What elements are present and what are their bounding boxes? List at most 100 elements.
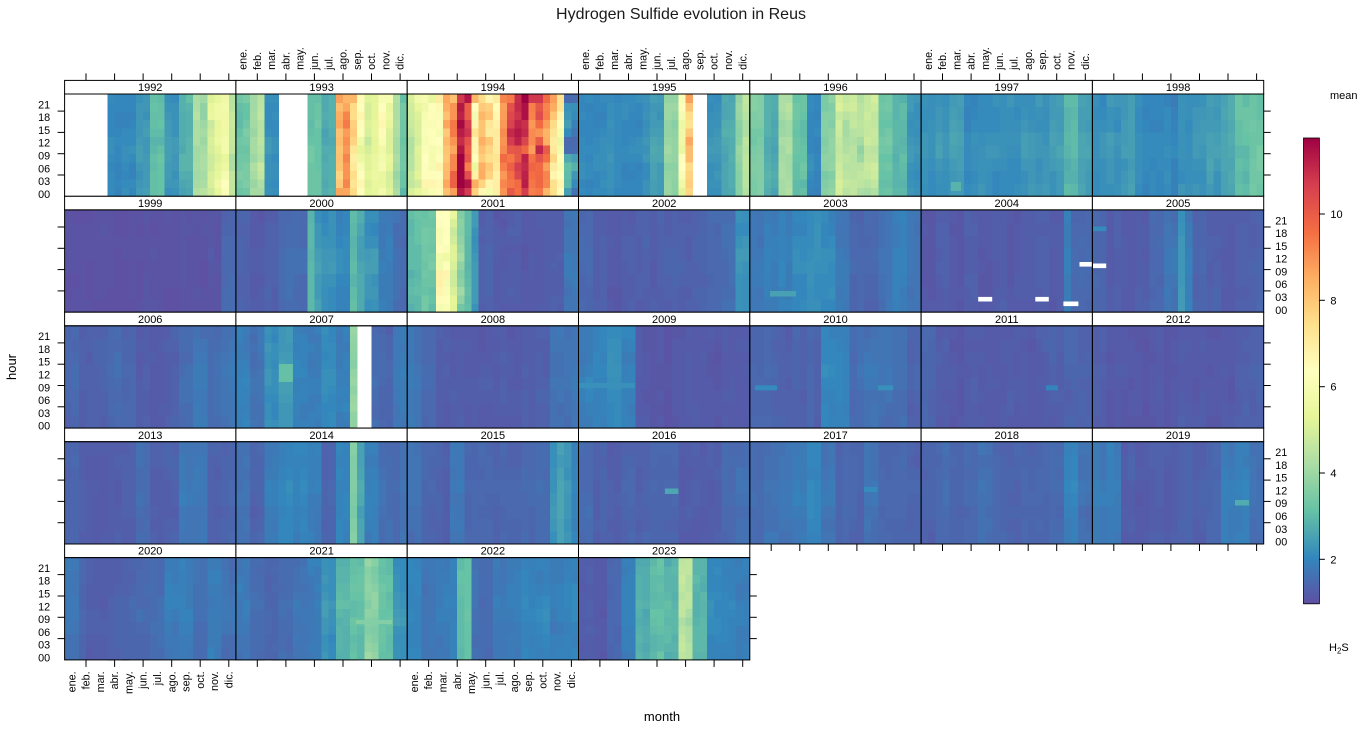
svg-text:ene.: ene.	[238, 49, 250, 70]
svg-text:ago.: ago.	[680, 49, 692, 70]
svg-text:2021: 2021	[309, 546, 333, 558]
svg-text:2013: 2013	[138, 430, 162, 442]
svg-text:abr.: abr.	[109, 671, 121, 689]
svg-text:jun.: jun.	[480, 671, 492, 689]
svg-text:oct.: oct.	[537, 671, 549, 688]
svg-text:oct.: oct.	[195, 671, 207, 688]
svg-text:21: 21	[1275, 447, 1287, 459]
svg-text:21: 21	[1275, 215, 1287, 227]
svg-text:nov.: nov.	[380, 50, 392, 70]
svg-text:2006: 2006	[138, 314, 162, 326]
svg-text:mar.: mar.	[266, 49, 278, 70]
svg-text:03: 03	[38, 176, 50, 188]
svg-text:2008: 2008	[481, 314, 505, 326]
svg-text:oct.: oct.	[709, 52, 721, 69]
svg-text:feb.: feb.	[423, 671, 435, 689]
svg-text:18: 18	[1275, 228, 1287, 240]
svg-text:2: 2	[1330, 554, 1336, 566]
svg-text:jul.: jul.	[1009, 56, 1021, 71]
svg-text:09: 09	[38, 151, 50, 163]
svg-text:00: 00	[1275, 537, 1287, 549]
svg-text:2016: 2016	[652, 430, 676, 442]
svg-text:ago.: ago.	[166, 671, 178, 692]
svg-text:09: 09	[38, 614, 50, 626]
svg-text:00: 00	[38, 189, 50, 201]
svg-text:09: 09	[1275, 498, 1287, 510]
svg-text:06: 06	[1275, 511, 1287, 523]
svg-text:2004: 2004	[995, 198, 1019, 210]
svg-text:jul.: jul.	[152, 671, 164, 686]
svg-text:jul.: jul.	[666, 56, 678, 71]
svg-text:abr.: abr.	[281, 52, 293, 70]
svg-text:21: 21	[38, 331, 50, 343]
svg-text:Hydrogen Sulfide evolution in: Hydrogen Sulfide evolution in Reus	[556, 6, 806, 23]
svg-text:00: 00	[1275, 305, 1287, 317]
svg-text:H2S: H2S	[1329, 642, 1349, 656]
svg-text:feb.: feb.	[252, 52, 264, 70]
svg-text:2007: 2007	[309, 314, 333, 326]
svg-text:mar.: mar.	[95, 671, 107, 692]
svg-text:ago.: ago.	[1023, 49, 1035, 70]
svg-text:18: 18	[1275, 460, 1287, 472]
svg-text:21: 21	[38, 563, 50, 575]
svg-text:mar.: mar.	[609, 49, 621, 70]
svg-text:06: 06	[1275, 279, 1287, 291]
svg-text:12: 12	[1275, 485, 1287, 497]
svg-text:15: 15	[38, 589, 50, 601]
svg-text:03: 03	[38, 408, 50, 420]
svg-text:1999: 1999	[138, 198, 162, 210]
svg-text:1994: 1994	[481, 82, 505, 94]
svg-text:hour: hour	[4, 353, 19, 380]
svg-text:nov.: nov.	[552, 671, 564, 691]
svg-text:00: 00	[38, 653, 50, 665]
svg-text:2017: 2017	[823, 430, 847, 442]
svg-text:03: 03	[38, 640, 50, 652]
svg-text:dic.: dic.	[566, 671, 578, 688]
svg-text:jun.: jun.	[138, 671, 150, 689]
svg-text:ene.: ene.	[923, 49, 935, 70]
svg-text:06: 06	[38, 163, 50, 175]
svg-text:1992: 1992	[138, 82, 162, 94]
svg-text:12: 12	[38, 601, 50, 613]
svg-text:may.: may.	[637, 47, 649, 70]
svg-text:2005: 2005	[1166, 198, 1190, 210]
svg-text:feb.: feb.	[937, 52, 949, 70]
svg-text:mean: mean	[1330, 90, 1358, 102]
svg-text:may.: may.	[123, 671, 135, 694]
svg-text:dic.: dic.	[737, 53, 749, 70]
svg-text:ene.: ene.	[66, 671, 78, 692]
svg-text:jul.: jul.	[323, 56, 335, 71]
svg-text:dic.: dic.	[395, 53, 407, 70]
svg-text:1998: 1998	[1166, 82, 1190, 94]
svg-text:2011: 2011	[995, 314, 1019, 326]
svg-text:abr.: abr.	[966, 52, 978, 70]
svg-text:00: 00	[38, 421, 50, 433]
svg-text:06: 06	[38, 395, 50, 407]
svg-text:1997: 1997	[995, 82, 1019, 94]
svg-text:feb.: feb.	[595, 52, 607, 70]
svg-text:12: 12	[1275, 254, 1287, 266]
svg-text:09: 09	[38, 382, 50, 394]
svg-text:18: 18	[38, 112, 50, 124]
svg-text:jun.: jun.	[652, 52, 664, 70]
svg-text:18: 18	[38, 344, 50, 356]
svg-text:dic.: dic.	[1080, 53, 1092, 70]
svg-text:may.: may.	[980, 47, 992, 70]
svg-text:2019: 2019	[1166, 430, 1190, 442]
svg-text:15: 15	[38, 357, 50, 369]
svg-text:03: 03	[1275, 292, 1287, 304]
svg-text:09: 09	[1275, 266, 1287, 278]
svg-text:15: 15	[1275, 241, 1287, 253]
svg-text:2014: 2014	[309, 430, 333, 442]
svg-text:15: 15	[38, 125, 50, 137]
svg-text:2000: 2000	[309, 198, 333, 210]
svg-text:1996: 1996	[823, 82, 847, 94]
svg-text:2012: 2012	[1166, 314, 1190, 326]
svg-text:sep.: sep.	[694, 49, 706, 69]
svg-text:15: 15	[1275, 473, 1287, 485]
svg-text:nov.: nov.	[1066, 50, 1078, 70]
svg-text:2022: 2022	[481, 546, 505, 558]
svg-text:4: 4	[1330, 468, 1336, 480]
svg-text:abr.: abr.	[452, 671, 464, 689]
svg-text:03: 03	[1275, 524, 1287, 536]
